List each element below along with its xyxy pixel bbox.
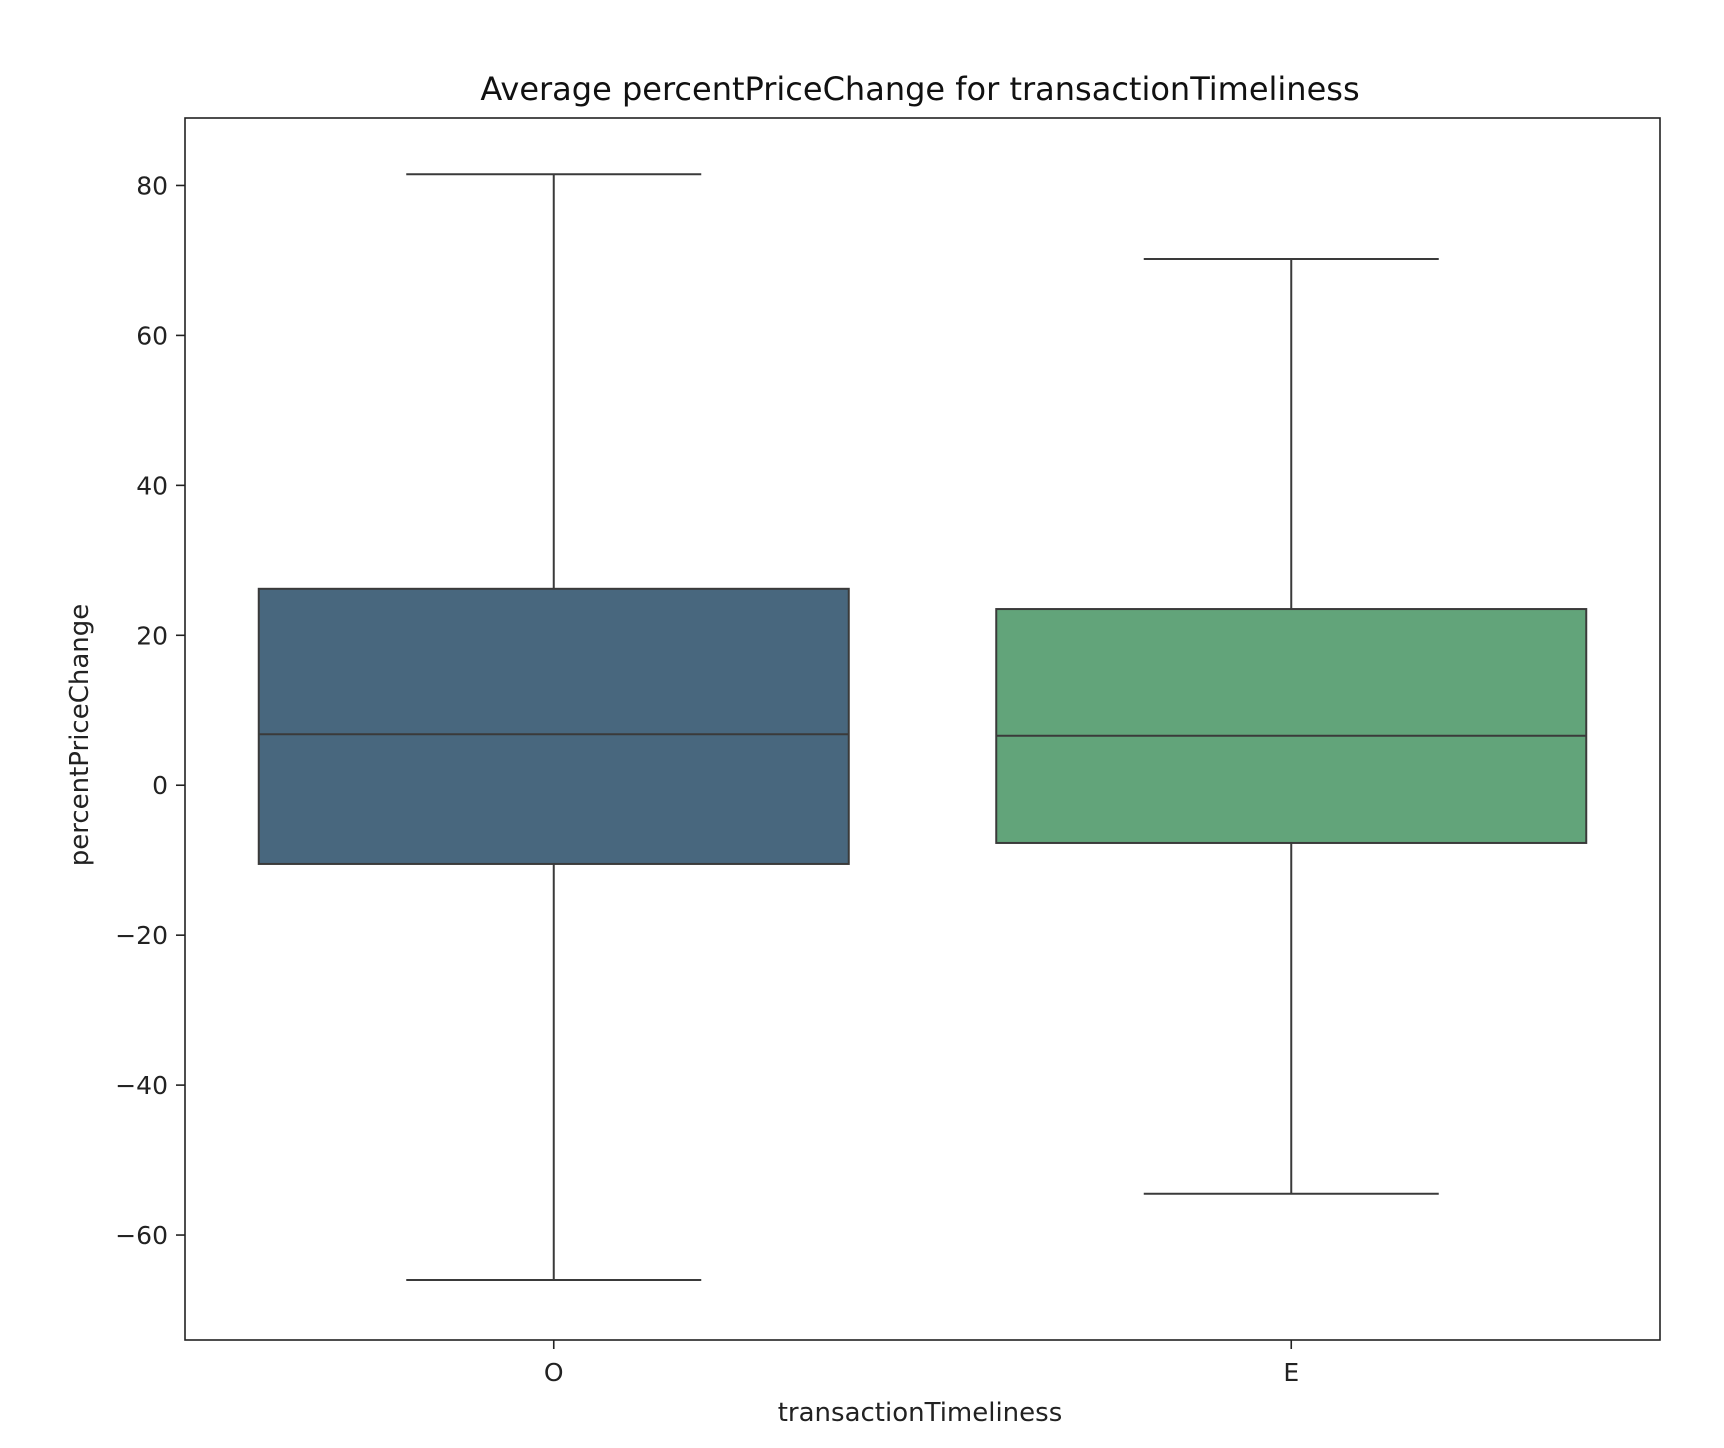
y-tick-label: −60 [115, 1221, 168, 1250]
x-tick-label: E [1283, 1358, 1299, 1387]
box-group-o [257, 173, 850, 1282]
iqr-box [257, 587, 850, 865]
chart-title: Average percentPriceChange for transacti… [480, 70, 1359, 108]
y-tick-label: 80 [136, 171, 168, 200]
y-tick-label: 60 [136, 321, 168, 350]
y-tick-label: −20 [115, 921, 168, 950]
y-axis-ticks: 80 60 40 20 0 −20 −40 −60 [115, 171, 185, 1250]
x-tick-label: O [544, 1358, 564, 1387]
chart-marks [257, 173, 1588, 1282]
y-tick-label: 20 [136, 621, 168, 650]
y-axis-title: percentPriceChange [65, 604, 95, 867]
box-group-e [995, 257, 1588, 1195]
iqr-box [995, 608, 1588, 844]
plot-area-frame [184, 117, 1661, 1341]
y-tick-label: 0 [152, 771, 168, 800]
y-tick-label: −40 [115, 1071, 168, 1100]
x-axis-title: transactionTimeliness [778, 1398, 1063, 1428]
y-tick-label: 40 [136, 471, 168, 500]
